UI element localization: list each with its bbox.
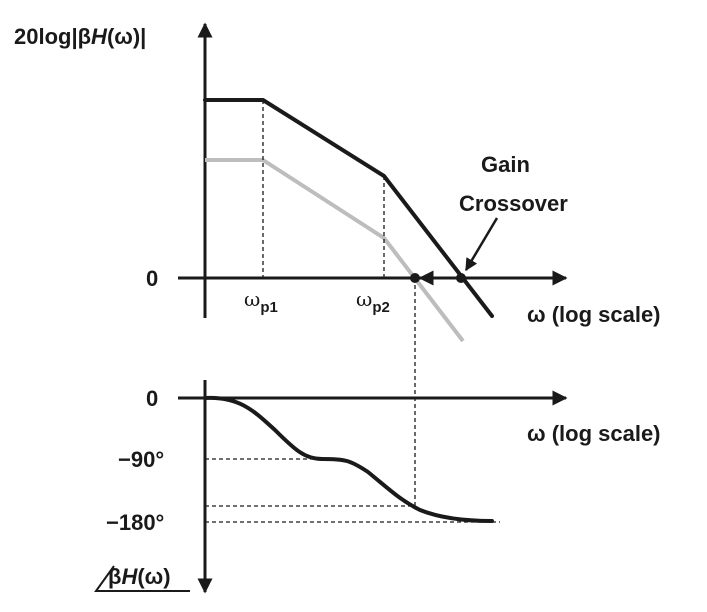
phase-y-label: βH(ω) <box>108 564 171 589</box>
magnitude-y-label-suffix: (ω)| <box>107 24 146 49</box>
phase-y-label-h: H <box>121 564 138 589</box>
phase-y-label-prefix: β <box>108 564 121 589</box>
gain-crossover-line2: Crossover <box>459 191 568 216</box>
magnitude-plot: 20log|βH(ω)| 0 ωp1 ωp2 ω (log scale) Gai… <box>14 22 661 506</box>
gain-crossover-pointer <box>464 217 499 272</box>
original-crossover-dot <box>456 273 466 283</box>
loop-gain-magnitude-curve <box>203 98 494 318</box>
phase-zero-label: 0 <box>146 386 158 411</box>
pole2-label: ωp2 <box>356 287 390 316</box>
phase-minus180-label: −180° <box>106 510 164 535</box>
phase-plot: 0 −90° −180° ω (log scale) βH(ω) <box>94 380 661 594</box>
gain-crossover-line1: Gain <box>481 152 530 177</box>
magnitude-y-label-h: H <box>91 24 108 49</box>
pole2-symbol: ω <box>356 287 372 311</box>
pole1-label: ωp1 <box>244 287 278 316</box>
pole2-subscript: p2 <box>372 299 390 316</box>
magnitude-y-label-prefix: 20log|β <box>14 24 91 49</box>
phase-x-label: ω (log scale) <box>527 421 661 446</box>
pole1-symbol: ω <box>244 287 260 311</box>
angle-symbol <box>94 565 190 592</box>
reduced-gain-curve <box>205 158 465 343</box>
magnitude-y-label: 20log|βH(ω)| <box>14 24 146 49</box>
magnitude-x-label: ω (log scale) <box>527 302 661 327</box>
phase-minus90-label: −90° <box>118 447 164 472</box>
phase-y-label-suffix: (ω) <box>137 564 170 589</box>
loop-gain-phase-curve <box>203 395 494 523</box>
pole1-subscript: p1 <box>260 299 278 316</box>
magnitude-zero-label: 0 <box>146 266 158 291</box>
